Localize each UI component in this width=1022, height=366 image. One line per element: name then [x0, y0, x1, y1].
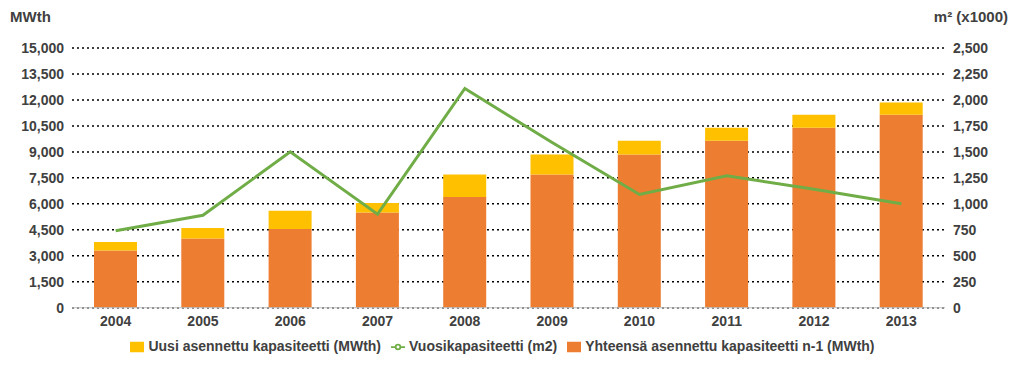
html-text:Uusi asennettu kapasiteetti (M: Uusi asennettu kapasiteetti (MWth): [148, 337, 381, 354]
svg-text:10,500: 10,500: [21, 118, 64, 134]
svg-text:2008: 2008: [449, 313, 480, 329]
svg-text:15,000: 15,000: [21, 40, 64, 56]
svg-text:2007: 2007: [362, 313, 393, 329]
html-text:MWth: MWth: [10, 8, 51, 25]
svg-text:12,000: 12,000: [21, 92, 64, 108]
svg-text:6,000: 6,000: [29, 196, 64, 212]
svg-text:1,750: 1,750: [953, 118, 988, 134]
svg-text:500: 500: [953, 248, 977, 264]
svg-text:2004: 2004: [100, 313, 131, 329]
svg-text:7,500: 7,500: [29, 170, 64, 186]
svg-text:2005: 2005: [187, 313, 218, 329]
svg-text:1,250: 1,250: [953, 170, 988, 186]
html-text:Yhteensä asennettu kapasiteett: Yhteensä asennettu kapasiteetti n-1 (MWt…: [585, 337, 875, 354]
svg-text:1,000: 1,000: [953, 196, 988, 212]
svg-text:0: 0: [953, 300, 961, 316]
svg-text:3,000: 3,000: [29, 248, 64, 264]
svg-text:2,250: 2,250: [953, 66, 988, 82]
svg-text:9,000: 9,000: [29, 144, 64, 160]
svg-text:2010: 2010: [624, 313, 655, 329]
html-text:m² (x1000): m² (x1000): [933, 8, 1008, 25]
svg-text:0: 0: [56, 300, 64, 316]
svg-text:2011: 2011: [712, 313, 743, 329]
html-text:Vuosikapasiteetti (m2): Vuosikapasiteetti (m2): [409, 337, 558, 354]
svg-text:13,500: 13,500: [21, 66, 64, 82]
svg-text:4,500: 4,500: [29, 222, 64, 238]
svg-text:1,500: 1,500: [29, 274, 64, 290]
svg-text:2,000: 2,000: [953, 92, 988, 108]
svg-text:2,500: 2,500: [953, 40, 988, 56]
svg-text:2009: 2009: [537, 313, 568, 329]
svg-text:2012: 2012: [798, 313, 829, 329]
svg-text:750: 750: [953, 222, 977, 238]
svg-text:250: 250: [953, 274, 977, 290]
svg-text:2006: 2006: [275, 313, 306, 329]
svg-text:1,500: 1,500: [953, 144, 988, 160]
svg-text:2013: 2013: [886, 313, 917, 329]
